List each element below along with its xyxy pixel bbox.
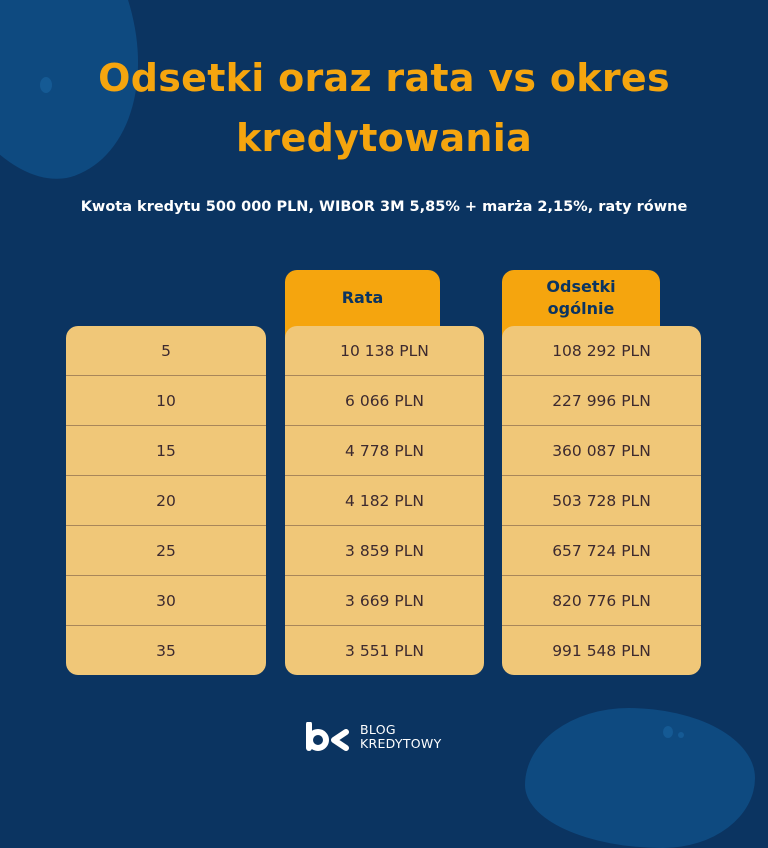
rata-cell: 10 138 PLN bbox=[285, 326, 484, 376]
rata-cell: 6 066 PLN bbox=[285, 376, 484, 426]
odsetki-cell: 108 292 PLN bbox=[502, 326, 701, 376]
brand-logo: BLOG KREDYTOWY bbox=[306, 721, 442, 752]
odsetki-label-line-2: ogólnie bbox=[547, 299, 615, 318]
odsetki-cell: 991 548 PLN bbox=[552, 641, 651, 660]
odsetki-cell: 360 087 PLN bbox=[502, 426, 701, 476]
decorative-dot bbox=[40, 77, 52, 93]
period-cell: 25 bbox=[66, 526, 266, 576]
period-cell: 15 bbox=[66, 426, 266, 476]
period-cell: 35 bbox=[156, 641, 176, 660]
bk-logo-icon bbox=[306, 721, 350, 752]
brand-name-line-1: BLOG bbox=[360, 722, 396, 737]
odsetki-column: 108 292 PLN 227 996 PLN 360 087 PLN 503 … bbox=[502, 326, 701, 675]
page-title: Odsetki oraz rata vs okres kredytowania bbox=[0, 48, 768, 168]
odsetki-cell: 227 996 PLN bbox=[502, 376, 701, 426]
decorative-dot bbox=[663, 726, 673, 738]
period-column: 5 10 15 20 25 30 35 bbox=[66, 326, 266, 675]
rata-column: 10 138 PLN 6 066 PLN 4 778 PLN 4 182 PLN… bbox=[285, 326, 484, 675]
rata-cell: 3 669 PLN bbox=[285, 576, 484, 626]
decorative-dot bbox=[678, 732, 684, 738]
rata-cell: 4 778 PLN bbox=[285, 426, 484, 476]
rata-cell: 3 859 PLN bbox=[285, 526, 484, 576]
title-line-1: Odsetki oraz rata vs okres bbox=[98, 56, 670, 100]
period-cell: 10 bbox=[66, 376, 266, 426]
page-subtitle: Kwota kredytu 500 000 PLN, WIBOR 3M 5,85… bbox=[80, 199, 688, 215]
odsetki-cell: 503 728 PLN bbox=[502, 476, 701, 526]
brand-name: BLOG KREDYTOWY bbox=[360, 723, 442, 751]
period-cell: 30 bbox=[66, 576, 266, 626]
odsetki-label-line-1: Odsetki bbox=[546, 277, 616, 296]
column-header-rata-label: Rata bbox=[341, 288, 384, 307]
rata-cell: 4 182 PLN bbox=[285, 476, 484, 526]
decorative-blob bbox=[525, 708, 755, 848]
column-header-odsetki-label: Odsetki ogólnie bbox=[546, 276, 615, 320]
period-cell: 5 bbox=[66, 326, 266, 376]
period-cell: 20 bbox=[66, 476, 266, 526]
odsetki-cell: 657 724 PLN bbox=[502, 526, 701, 576]
odsetki-cell: 820 776 PLN bbox=[502, 576, 701, 626]
rata-cell: 3 551 PLN bbox=[345, 641, 424, 660]
brand-name-line-2: KREDYTOWY bbox=[360, 736, 442, 751]
title-line-2: kredytowania bbox=[235, 116, 533, 160]
